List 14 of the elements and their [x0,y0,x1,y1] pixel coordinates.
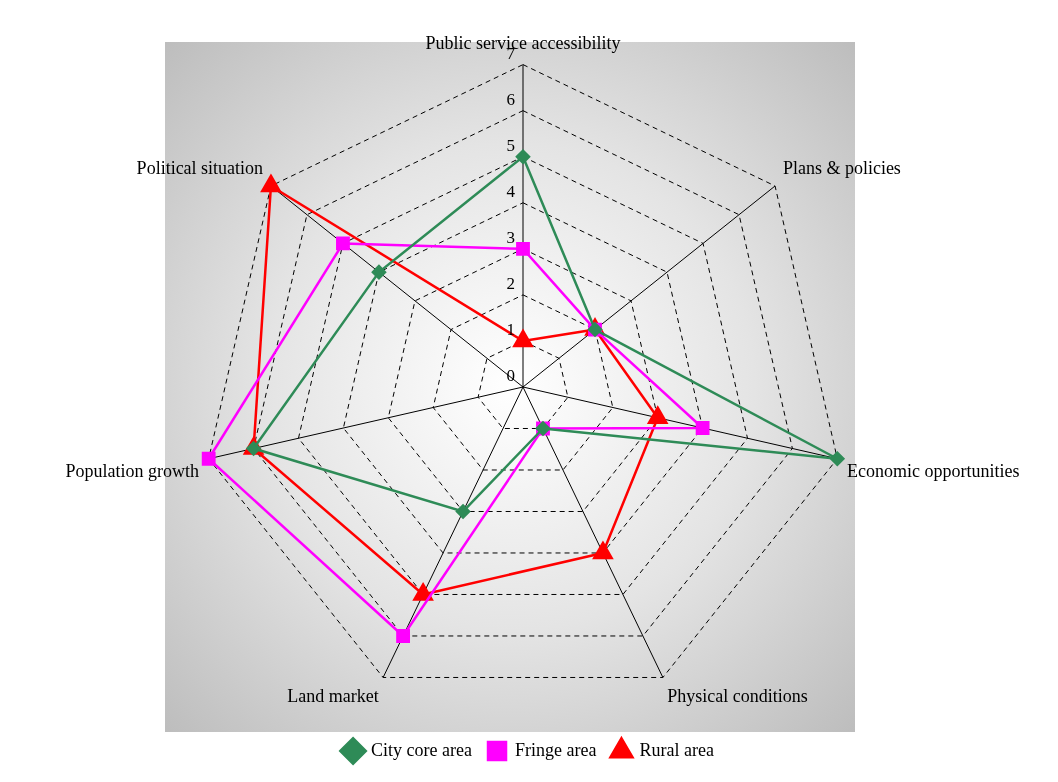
legend-label: Fringe area [515,739,597,760]
spoke-label: Physical conditions [667,686,808,707]
spoke-label: Political situation [136,157,264,178]
legend-label: City core area [371,739,473,760]
y-tick-label: 3 [506,228,515,248]
y-tick-label: 4 [506,182,516,202]
y-tick-label: 5 [506,136,515,156]
spoke-label: Land market [287,686,379,707]
y-tick-label: 2 [506,274,515,294]
spoke-label: Economic opportunities [847,460,1020,481]
y-tick-label: 6 [506,90,515,110]
spoke-label: Population growth [65,460,199,481]
spoke-label: Plans & policies [782,157,901,178]
legend-label: Rural area [639,739,714,760]
